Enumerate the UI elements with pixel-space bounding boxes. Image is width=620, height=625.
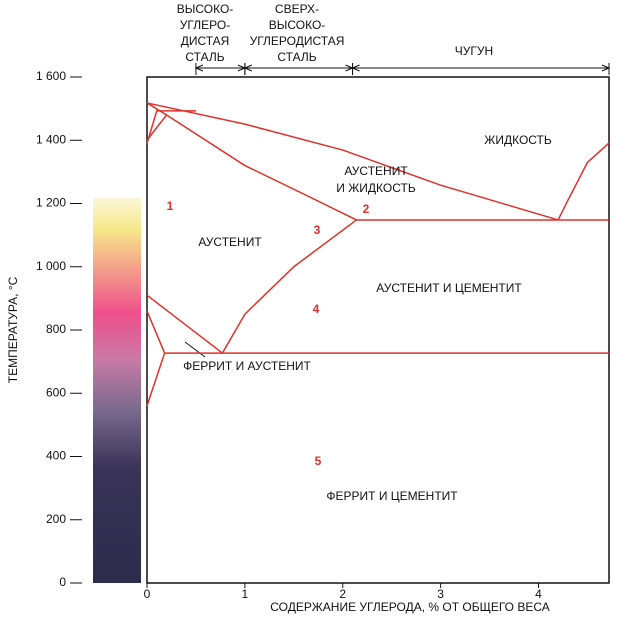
range-label: ВЫСОКО-	[269, 18, 326, 32]
phase-boundary	[146, 110, 196, 144]
y-tick-label: 800	[46, 322, 66, 336]
range-label: УГЛЕРО-	[180, 18, 230, 32]
y-tick-label: 400	[46, 449, 66, 463]
temperature-colorbar	[93, 198, 141, 583]
range-label: ЧУГУН	[455, 44, 493, 58]
region-label: ФЕРРИТ И ЦЕМЕНТИТ	[326, 489, 458, 503]
y-tick-label: 1 200	[36, 196, 66, 210]
phase-boundary	[146, 294, 223, 354]
phase-boundary	[221, 219, 357, 354]
y-tick-label: 1 600	[36, 69, 66, 83]
phase-boundary	[146, 310, 166, 407]
x-tick-label: 2	[339, 587, 346, 601]
plot-frame	[146, 76, 610, 584]
region-label: АУСТЕНИТ	[198, 235, 262, 249]
y-tick-label: 200	[46, 512, 66, 526]
range-label: ДИСТАЯ	[181, 34, 230, 48]
region-number: 5	[315, 454, 322, 468]
y-tick-label: 1 000	[36, 259, 66, 273]
range-label: УГЛЕРОДИСТАЯ	[250, 34, 345, 48]
range-label: ВЫСОКО-	[177, 2, 234, 16]
x-tick-label: 1	[242, 587, 249, 601]
range-label: СТАЛЬ	[185, 50, 224, 64]
region-number: 1	[167, 199, 174, 213]
range-label: СВЕРХ-	[275, 2, 319, 16]
x-tick-label: 0	[144, 587, 151, 601]
region-label: ЖИДКОСТЬ	[484, 133, 552, 147]
x-tick-label: 3	[437, 587, 444, 601]
region-label: ФЕРРИТ И АУСТЕНИТ	[183, 359, 311, 373]
phase-boundary	[166, 114, 357, 221]
label-pointer	[184, 341, 206, 358]
x-axis-label: СОДЕРЖАНИЕ УГЛЕРОДА, % ОТ ОБЩЕГО ВЕСА	[270, 600, 550, 614]
phase-boundary	[557, 142, 610, 221]
region-label: И ЖИДКОСТЬ	[336, 181, 416, 195]
region-number: 2	[363, 202, 370, 216]
phase-boundary	[146, 102, 559, 221]
region-label: АУСТЕНИТ	[344, 164, 408, 178]
y-tick-label: 600	[46, 385, 66, 399]
range-label: СТАЛЬ	[277, 50, 316, 64]
region-number: 4	[313, 302, 320, 316]
y-tick-label: 1 400	[36, 132, 66, 146]
phase-boundary	[146, 102, 168, 141]
region-number: 3	[314, 223, 321, 237]
y-axis-label: ТЕМПЕРАТУРА, °С	[6, 276, 20, 383]
x-tick-label: 4	[535, 587, 542, 601]
region-label: АУСТЕНИТ И ЦЕМЕНТИТ	[376, 281, 522, 295]
y-tick-label: 0	[59, 575, 66, 589]
